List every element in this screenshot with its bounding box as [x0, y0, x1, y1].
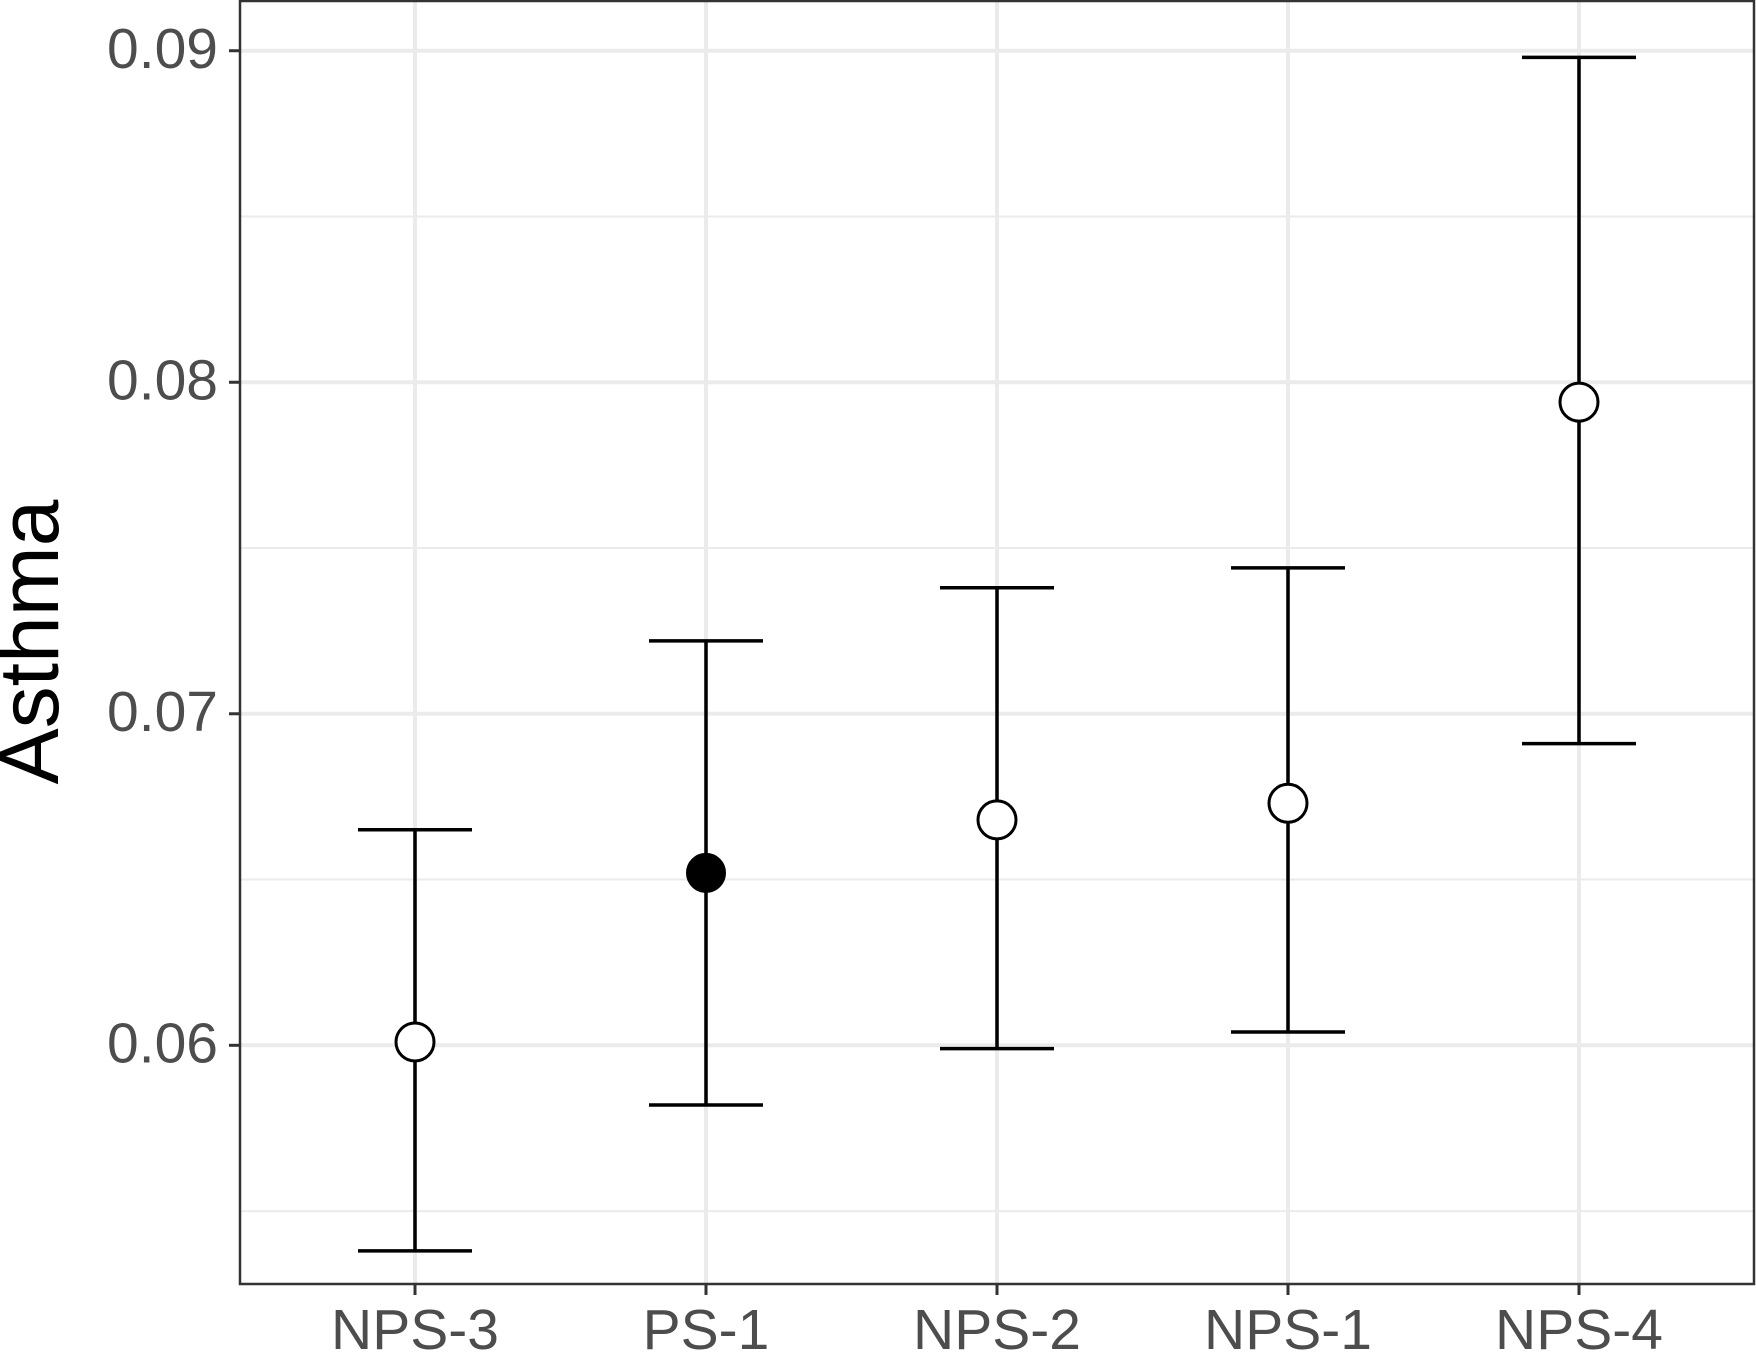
point-open — [976, 799, 1018, 841]
y-axis-title: Asthma — [0, 499, 76, 784]
y-tick-label: 0.06 — [107, 1011, 218, 1075]
point-open — [394, 1021, 436, 1063]
axes: 0.06 0.07 0.08 0.09 NPS-3 PS-1 NPS-2 NPS-1 NPS-4 — [107, 17, 1663, 1354]
x-tick-label: NPS-3 — [331, 1298, 499, 1354]
x-tick-label: PS-1 — [643, 1298, 770, 1354]
y-tick-label: 0.08 — [107, 348, 218, 412]
x-tick-label: NPS-4 — [1495, 1298, 1663, 1354]
x-tick-label: NPS-1 — [1204, 1298, 1372, 1354]
x-tick-label: NPS-2 — [913, 1298, 1081, 1354]
point-filled — [686, 852, 726, 893]
y-tick-label: 0.09 — [107, 17, 218, 81]
point-open — [1267, 782, 1309, 824]
points — [394, 381, 1600, 1063]
point-open — [1558, 381, 1600, 423]
y-tick-label: 0.07 — [107, 680, 218, 744]
